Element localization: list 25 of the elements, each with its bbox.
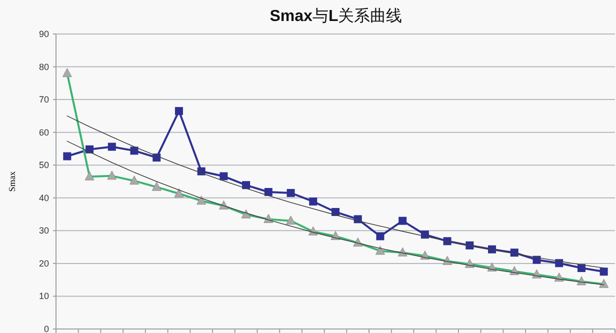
point (108, 142, 116, 151)
point (264, 188, 272, 196)
y-tick-label: 40 (38, 192, 49, 203)
y-tick-label: 90 (38, 29, 49, 39)
y-tick-label: 80 (38, 62, 49, 72)
y-tick-label: 70 (38, 94, 49, 105)
y-tick-label: 30 (38, 226, 49, 236)
y-tick-label: 20 (38, 258, 49, 268)
point (130, 146, 138, 155)
point (309, 197, 318, 206)
point (220, 172, 228, 180)
point (174, 107, 183, 116)
y-tick-label: 10 (38, 291, 49, 302)
y-axis-title: Smax (7, 170, 17, 192)
point (600, 268, 608, 276)
point (286, 188, 295, 197)
chart-title: Smax与L关系曲线 (270, 7, 402, 25)
y-tick-label: 60 (38, 127, 49, 138)
y-tick-label: 50 (38, 160, 49, 170)
point (376, 232, 384, 240)
point (242, 181, 250, 190)
point (577, 264, 586, 272)
point (63, 152, 72, 160)
y-tick-label: 0 (44, 324, 49, 333)
point (398, 216, 407, 225)
